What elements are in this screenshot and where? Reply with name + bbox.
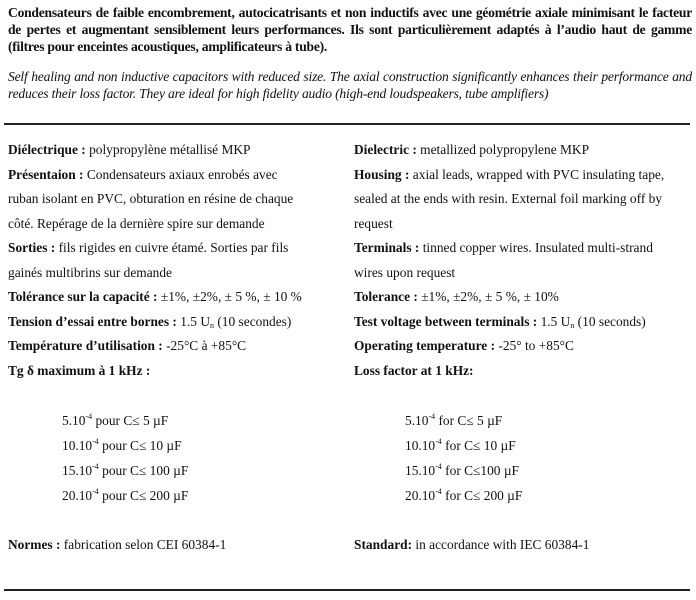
spec-label: Présentaion : xyxy=(8,166,84,182)
loss-exponent: -4 xyxy=(92,437,99,446)
loss-condition: pour C≤ 100 µF xyxy=(98,463,189,478)
spec-terminals: Sorties : fils rigides en cuivre étamé. … xyxy=(8,236,338,261)
spec-value: tinned copper wires. Insulated multi-str… xyxy=(419,240,653,255)
spec-dielectric: Diélectrique : polypropylène métallisé M… xyxy=(8,138,338,163)
subscript: n xyxy=(210,320,214,330)
spec-value: Condensateurs axiaux enrobés avec xyxy=(83,166,278,182)
spec-temperature: Operating temperature : -25° to +85°C xyxy=(354,334,690,359)
loss-condition: for C≤ 5 µF xyxy=(435,413,503,428)
spec-value: polypropylène métallisé MKP xyxy=(85,142,251,157)
loss-condition: pour C≤ 200 µF xyxy=(98,488,189,503)
spec-dielectric: Dielectric : metallized polypropylene MK… xyxy=(354,138,690,163)
standard-french: Normes : fabrication selon CEI 60384-1 xyxy=(8,537,226,553)
intro-french: Condensateurs de faible encombrement, au… xyxy=(8,5,692,54)
loss-condition: for C≤ 200 µF xyxy=(441,488,523,503)
spec-label: Normes : xyxy=(8,537,61,552)
loss-exponent: -4 xyxy=(92,462,99,471)
spec-value: ±1%, ±2%, ± 5 %, ± 10% xyxy=(417,289,559,304)
loss-exponent: -4 xyxy=(435,487,442,496)
spec-value: 1.5 U xyxy=(537,313,571,329)
spec-value: -25° to +85°C xyxy=(495,338,574,353)
loss-item: 10.10-4 for C≤ 10 µF xyxy=(405,433,522,458)
loss-exponent: -4 xyxy=(92,487,99,496)
loss-item: 15.10-4 for C≤100 µF xyxy=(405,458,522,483)
spec-label: Tolerance : xyxy=(354,289,418,304)
spec-label: Tension d’essai entre bornes : xyxy=(8,313,177,329)
loss-condition: pour C≤ 10 µF xyxy=(98,438,182,453)
loss-base: 20.10 xyxy=(405,488,436,503)
spec-test-voltage: Test voltage between terminals : 1.5 Un … xyxy=(354,310,690,335)
spec-label: Test voltage between terminals : xyxy=(354,313,538,329)
spec-value: axial leads, wrapped with PVC insulating… xyxy=(409,166,665,182)
loss-base: 15.10 xyxy=(405,463,436,478)
spec-label: Loss factor at 1 kHz: xyxy=(354,362,474,378)
spec-column-french: Diélectrique : polypropylène métallisé M… xyxy=(8,138,338,383)
spec-housing-cont: ruban isolant en PVC, obturation en rési… xyxy=(8,191,294,206)
spec-tolerance: Tolérance sur la capacité : ±1%, ±2%, ± … xyxy=(8,285,338,310)
spec-housing-cont: sealed at the ends with resin. External … xyxy=(354,191,663,206)
spec-value: metallized polypropylene MKP xyxy=(416,142,590,157)
spec-label: Dielectric : xyxy=(354,142,417,157)
spec-value: in accordance with IEC 60384-1 xyxy=(412,537,590,552)
spec-terminals: Terminals : tinned copper wires. Insulat… xyxy=(354,236,690,261)
loss-item: 5.10-4 pour C≤ 5 µF xyxy=(62,408,188,433)
spec-label: Température d’utilisation : xyxy=(8,338,163,353)
loss-item: 5.10-4 for C≤ 5 µF xyxy=(405,408,522,433)
top-divider xyxy=(4,123,690,125)
spec-value: -25°C à +85°C xyxy=(162,338,247,353)
subscript: n xyxy=(570,320,575,330)
loss-list-french: 5.10-4 pour C≤ 5 µF 10.10-4 pour C≤ 10 µ… xyxy=(62,408,188,508)
spec-label: Tg δ maximum à 1 kHz : xyxy=(8,362,151,378)
spec-value: 1.5 U xyxy=(176,313,210,329)
spec-label: Tolérance sur la capacité : xyxy=(8,289,158,304)
standard-english: Standard: in accordance with IEC 60384-1 xyxy=(354,537,589,553)
loss-base: 10.10 xyxy=(405,438,436,453)
spec-value: fabrication selon CEI 60384-1 xyxy=(60,537,227,552)
loss-condition: for C≤ 10 µF xyxy=(441,438,516,453)
spec-value: ±1%, ±2%, ± 5 %, ± 10 % xyxy=(157,289,302,304)
spec-housing: Présentaion : Condensateurs axiaux enrob… xyxy=(8,163,338,188)
loss-exponent: -4 xyxy=(85,412,93,421)
loss-condition: pour C≤ 5 µF xyxy=(92,413,169,428)
spec-loss-title: Loss factor at 1 kHz: xyxy=(354,359,690,384)
loss-base: 10.10 xyxy=(62,438,93,453)
loss-base: 5.10 xyxy=(405,413,429,428)
spec-column-english: Dielectric : metallized polypropylene MK… xyxy=(354,138,690,383)
spec-value: (10 secondes) xyxy=(214,313,292,329)
loss-exponent: -4 xyxy=(435,437,442,446)
spec-label: Operating temperature : xyxy=(354,338,496,353)
loss-base: 15.10 xyxy=(62,463,93,478)
spec-test-voltage: Tension d’essai entre bornes : 1.5 Un (1… xyxy=(8,310,338,335)
loss-base: 5.10 xyxy=(62,413,86,428)
bottom-divider xyxy=(4,589,690,591)
loss-item: 20.10-4 pour C≤ 200 µF xyxy=(62,483,188,508)
spec-housing: Housing : axial leads, wrapped with PVC … xyxy=(354,163,690,188)
loss-item: 20.10-4 for C≤ 200 µF xyxy=(405,483,522,508)
loss-exponent: -4 xyxy=(435,462,442,471)
spec-label: Terminals : xyxy=(354,240,420,255)
spec-terminals-cont: wires upon request xyxy=(354,264,456,280)
intro-english: Self healing and non inductive capacitor… xyxy=(8,69,692,101)
spec-label: Sorties : xyxy=(8,240,56,255)
spec-temperature: Température d’utilisation : -25°C à +85°… xyxy=(8,334,338,359)
loss-exponent: -4 xyxy=(428,412,436,421)
spec-label: Diélectrique : xyxy=(8,142,86,157)
spec-tolerance: Tolerance : ±1%, ±2%, ± 5 %, ± 10% xyxy=(354,285,690,310)
loss-item: 10.10-4 pour C≤ 10 µF xyxy=(62,433,188,458)
spec-loss-title: Tg δ maximum à 1 kHz : xyxy=(8,359,338,384)
spec-terminals-cont: gainés multibrins sur demande xyxy=(8,264,173,280)
spec-value: fils rigides en cuivre étamé. Sorties pa… xyxy=(55,240,289,255)
spec-label: Standard: xyxy=(354,537,413,552)
loss-condition: for C≤100 µF xyxy=(441,463,519,478)
spec-value: (10 seconds) xyxy=(574,313,646,329)
loss-base: 20.10 xyxy=(62,488,93,503)
spec-housing-cont: request xyxy=(354,215,393,231)
spec-housing-cont: côté. Repérage de la dernière spire sur … xyxy=(8,215,265,231)
loss-item: 15.10-4 pour C≤ 100 µF xyxy=(62,458,188,483)
spec-label: Housing : xyxy=(354,166,410,182)
loss-list-english: 5.10-4 for C≤ 5 µF 10.10-4 for C≤ 10 µF … xyxy=(405,408,522,508)
